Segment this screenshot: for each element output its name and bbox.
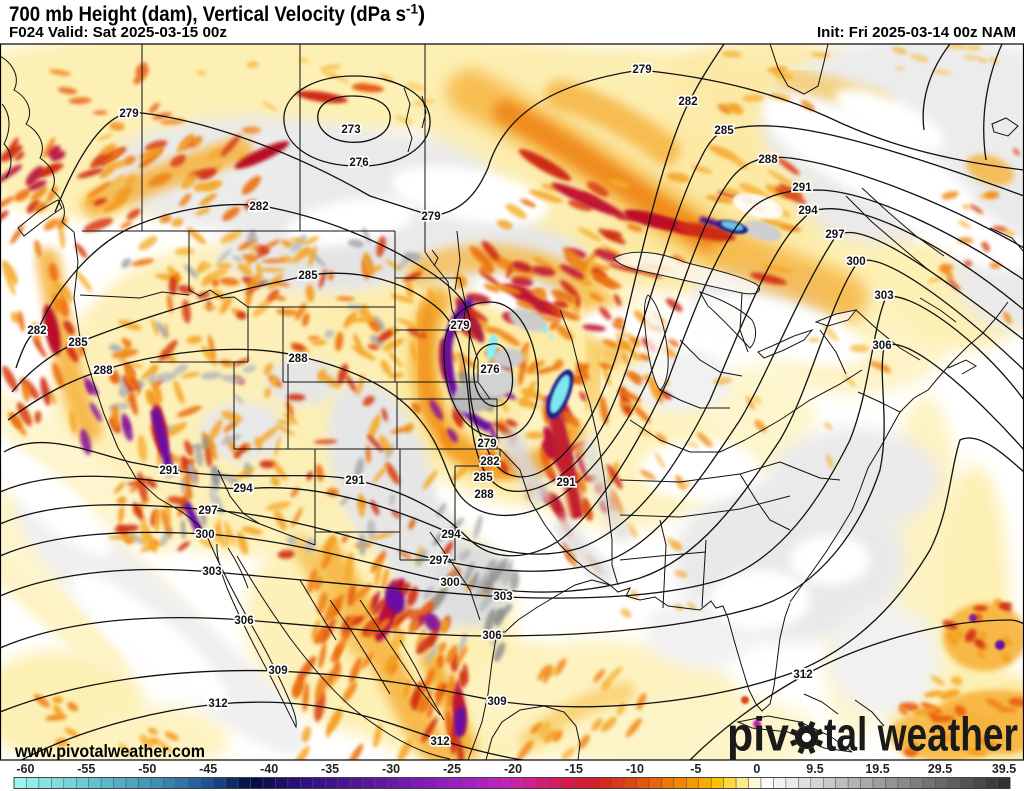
svg-text:700 mb Height (dam), Vertical: 700 mb Height (dam), Vertical Velocity (… — [9, 2, 425, 27]
svg-text:306: 306 — [234, 615, 253, 627]
svg-text:-40: -40 — [260, 762, 278, 776]
svg-text:300: 300 — [846, 256, 865, 268]
svg-text:0: 0 — [753, 762, 760, 776]
svg-text:-25: -25 — [443, 762, 461, 776]
svg-text:-50: -50 — [138, 762, 156, 776]
svg-text:285: 285 — [298, 270, 318, 282]
svg-text:297: 297 — [825, 229, 844, 241]
svg-text:19.5: 19.5 — [865, 762, 889, 776]
svg-text:282: 282 — [27, 325, 46, 337]
svg-text:F024 Valid: Sat 2025-03-15 00z: F024 Valid: Sat 2025-03-15 00z — [9, 24, 227, 41]
svg-text:288: 288 — [93, 365, 113, 377]
svg-text:29.5: 29.5 — [928, 762, 952, 776]
svg-text:312: 312 — [208, 698, 227, 710]
svg-text:300: 300 — [440, 577, 459, 589]
svg-text:Init: Fri 2025-03-14 00z NAM: Init: Fri 2025-03-14 00z NAM — [817, 24, 1016, 41]
svg-text:-5: -5 — [690, 762, 701, 776]
svg-text:309: 309 — [268, 665, 287, 677]
svg-text:291: 291 — [556, 477, 576, 489]
svg-text:285: 285 — [714, 125, 734, 137]
svg-text:291: 291 — [792, 182, 812, 194]
svg-text:312: 312 — [430, 736, 449, 748]
svg-text:294: 294 — [233, 483, 253, 495]
svg-text:309: 309 — [487, 696, 506, 708]
svg-text:-10: -10 — [626, 762, 644, 776]
svg-text:303: 303 — [493, 591, 512, 603]
svg-text:312: 312 — [793, 669, 812, 681]
svg-text:piv: piv — [727, 708, 789, 761]
svg-text:306: 306 — [872, 340, 891, 352]
svg-text:297: 297 — [198, 505, 217, 517]
svg-text:294: 294 — [441, 529, 461, 541]
svg-text:297: 297 — [429, 555, 448, 567]
svg-text:285: 285 — [68, 337, 88, 349]
svg-text:282: 282 — [678, 96, 697, 108]
svg-text:303: 303 — [874, 290, 893, 302]
svg-text:276: 276 — [480, 364, 499, 376]
svg-text:303: 303 — [202, 566, 221, 578]
svg-text:-20: -20 — [504, 762, 522, 776]
svg-text:279: 279 — [477, 438, 496, 450]
svg-text:-30: -30 — [382, 762, 400, 776]
svg-text:306: 306 — [482, 630, 501, 642]
svg-text:282: 282 — [249, 201, 268, 213]
svg-text:291: 291 — [345, 475, 365, 487]
svg-text:-45: -45 — [199, 762, 217, 776]
svg-text:288: 288 — [758, 154, 778, 166]
svg-text:39.5: 39.5 — [992, 762, 1016, 776]
svg-text:279: 279 — [632, 64, 651, 76]
svg-text:-55: -55 — [77, 762, 95, 776]
svg-text:285: 285 — [473, 472, 493, 484]
svg-text:-35: -35 — [321, 762, 339, 776]
svg-text:300: 300 — [195, 529, 214, 541]
svg-text:279: 279 — [119, 108, 138, 120]
svg-text:-60: -60 — [16, 762, 34, 776]
svg-text:-15: -15 — [565, 762, 583, 776]
svg-text:288: 288 — [288, 353, 308, 365]
svg-text:282: 282 — [480, 456, 499, 468]
svg-text:279: 279 — [421, 211, 440, 223]
svg-text:273: 273 — [341, 124, 360, 136]
svg-text:288: 288 — [474, 489, 494, 501]
svg-text:www.pivotalweather.com: www.pivotalweather.com — [14, 741, 205, 761]
svg-text:tal weather: tal weather — [824, 708, 1018, 761]
svg-text:294: 294 — [798, 205, 818, 217]
svg-text:291: 291 — [159, 465, 179, 477]
svg-text:276: 276 — [349, 157, 368, 169]
svg-text:9.5: 9.5 — [806, 762, 823, 776]
svg-text:279: 279 — [450, 320, 469, 332]
